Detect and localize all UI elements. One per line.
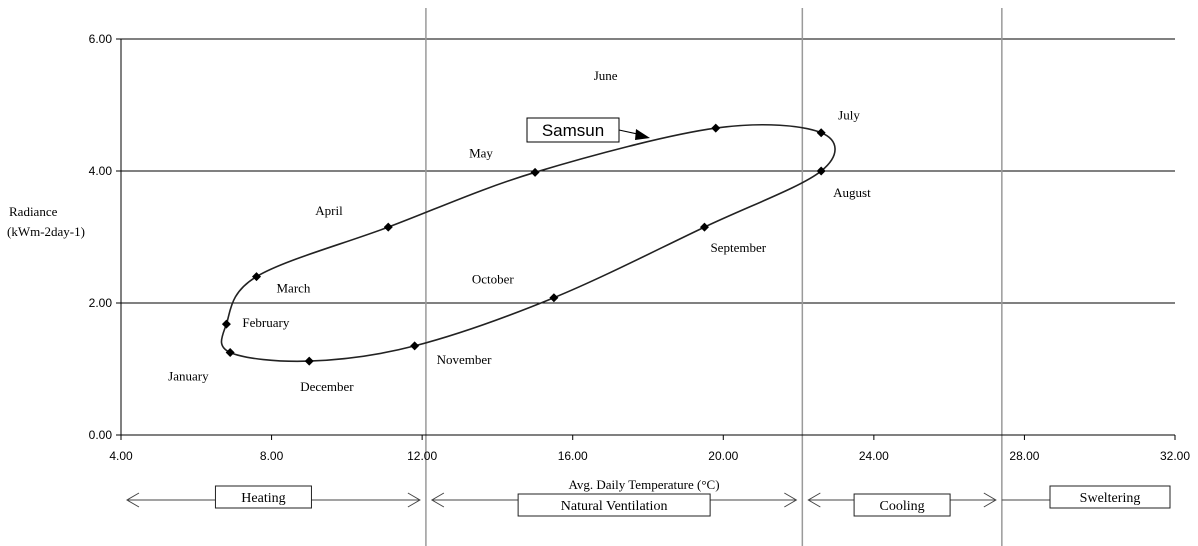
callout-arrowhead <box>635 129 650 140</box>
x-tick-labels: 4.00 8.00 12.00 16.00 20.00 24.00 28.00 32.00 <box>109 435 1190 463</box>
zone-sweltering: Sweltering <box>1001 485 1171 509</box>
data-point-october <box>549 293 559 303</box>
month-label-september: September <box>710 240 766 255</box>
month-labels: January February March April May June July Augu… <box>168 68 871 394</box>
x-axis-label: Avg. Daily Temperature (°C) <box>568 477 719 492</box>
zone-label: Cooling <box>880 499 925 514</box>
x-tick-label: 24.00 <box>859 449 889 463</box>
x-tick-label: 20.00 <box>708 449 738 463</box>
month-label-may: May <box>469 145 493 160</box>
zone-heating: Heating <box>126 485 421 509</box>
point-layer <box>221 123 826 366</box>
y-tick-label: 6.00 <box>89 32 113 46</box>
x-tick-label: 28.00 <box>1009 449 1039 463</box>
y-tick-label: 0.00 <box>89 428 113 442</box>
data-point-september <box>699 222 709 232</box>
zone-label: Heating <box>241 491 285 506</box>
callout-text: Samsun <box>542 121 604 140</box>
month-label-january: January <box>168 369 209 384</box>
x-tick-label: 4.00 <box>109 449 133 463</box>
zone-label-box <box>1049 485 1171 509</box>
month-label-november: November <box>437 352 493 367</box>
zone-arrow-right-head <box>407 492 421 508</box>
x-tick-label: 32.00 <box>1160 449 1190 463</box>
data-point-august <box>816 166 826 176</box>
month-label-march: March <box>277 281 311 296</box>
zone-label-box <box>853 493 951 517</box>
x-tick-label: 16.00 <box>558 449 588 463</box>
month-label-december: December <box>300 379 354 394</box>
zone-arrow-right-head <box>784 492 798 508</box>
zone-label-box <box>214 485 312 509</box>
data-point-december <box>304 356 314 366</box>
zone-layer: Heating Natural Ventilation Cooling Swelter… <box>126 485 1171 517</box>
zone-label-box <box>517 493 711 517</box>
data-point-july <box>816 128 826 138</box>
y-axis-label-line2: (kWm-2day-1) <box>7 224 85 239</box>
data-point-march <box>252 272 262 282</box>
zone-arrow-left-head <box>807 492 821 508</box>
data-point-january <box>225 348 235 357</box>
month-label-february: February <box>242 315 289 330</box>
zone-label: Sweltering <box>1080 491 1141 506</box>
zone-lines <box>425 8 1003 546</box>
y-tick-label: 2.00 <box>89 296 113 310</box>
zone-natural-ventilation: Natural Ventilation <box>430 492 798 517</box>
month-label-april: April <box>315 203 343 218</box>
zone-arrow-left-head <box>430 492 445 508</box>
y-tick-label: 4.00 <box>89 164 113 178</box>
data-point-june <box>711 123 721 133</box>
data-point-november <box>410 341 420 351</box>
zone-arrow-left-head <box>126 492 140 508</box>
y-tick-labels: 0.00 2.00 4.00 6.00 <box>89 32 121 442</box>
x-tick-label: 12.00 <box>407 449 437 463</box>
axes-layer <box>120 39 1175 436</box>
samsun-callout: Samsun <box>526 117 650 143</box>
month-label-october: October <box>472 272 515 287</box>
month-label-august: August <box>833 185 871 200</box>
month-label-june: June <box>594 68 618 83</box>
data-point-february <box>221 319 231 329</box>
month-label-july: July <box>838 108 860 123</box>
data-point-may <box>530 167 540 177</box>
zone-label: Natural Ventilation <box>561 499 668 514</box>
y-axis-label-line1: Radiance <box>9 204 58 219</box>
x-tick-label: 8.00 <box>260 449 284 463</box>
zone-cooling: Cooling <box>807 492 997 517</box>
zone-arrow-right-head <box>983 492 997 508</box>
data-point-april <box>383 222 393 232</box>
grid-layer <box>121 38 1175 304</box>
callout-box <box>526 117 620 143</box>
